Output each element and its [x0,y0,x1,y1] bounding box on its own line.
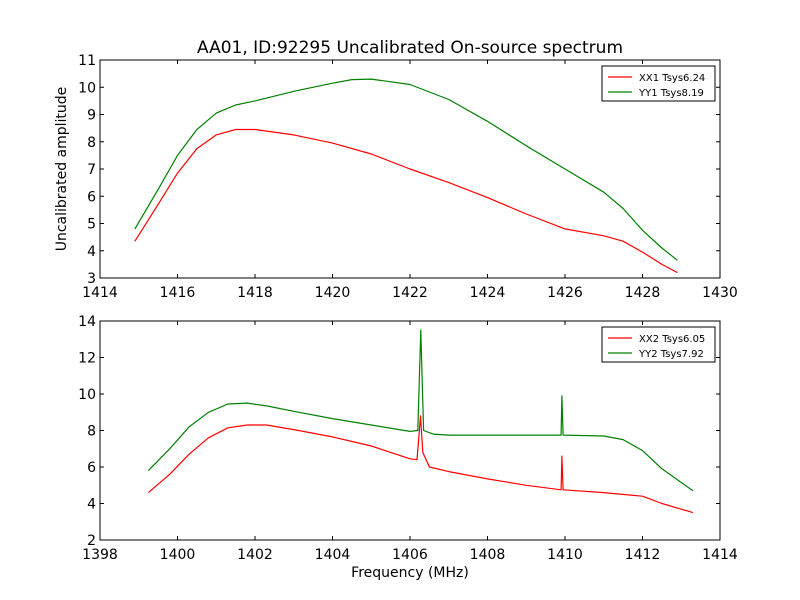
x-tick-label: 1412 [625,547,661,563]
y-tick-label: 2 [87,533,96,549]
x-tick-label: 1416 [160,285,196,301]
x-tick-label: 1402 [237,547,273,563]
x-tick-label: 1408 [470,547,506,563]
y-tick-label: 8 [87,424,96,440]
x-tick-label: 1410 [547,547,583,563]
x-tick-label: 1418 [237,285,273,301]
y-tick-label: 4 [87,497,96,513]
x-tick-label: 1414 [82,285,118,301]
y-tick-label: 3 [87,271,96,287]
y-tick-label: 9 [87,108,96,124]
y-tick-label: 7 [87,162,96,178]
x-tick-label: 1400 [160,547,196,563]
y-axis-label: Uncalibrated amplitude [54,87,70,252]
y-tick-label: 5 [87,217,96,233]
y-tick-label: 12 [78,351,96,367]
legend-label-yy: YY2 Tsys7.92 [638,349,704,360]
legend-box [601,65,716,102]
upper-spectrum-panel: 1414 1416 1418 1420 1422 1424 1426 1428 1430 3 4 5 6… [78,53,738,301]
x-tick-label: 1428 [625,285,661,301]
x-tick-label: 1430 [702,285,738,301]
series-line-yy [134,78,678,261]
y-tick-label: 11 [78,53,96,69]
series-line-yy [147,329,694,492]
y-tick-label: 14 [78,314,96,330]
x-axis-label: Frequency (MHz) [351,565,469,581]
x-tick-label: 1406 [392,547,428,563]
legend-label-xx: XX1 Tsys6.24 [639,73,705,84]
y-tick-label: 4 [87,244,96,260]
y-tick-label: 6 [87,460,96,476]
lower-spectrum-panel: 1398 1400 1402 1404 1406 1408 1410 1412 14142468… [78,314,738,563]
series-line-xx [134,128,678,274]
x-tick-label: 1420 [315,285,351,301]
legend-label-xx: XX2 Tsys6.05 [639,334,705,345]
x-tick-label: 1424 [470,285,506,301]
x-tick-label: 1426 [547,285,583,301]
x-tick-label: 1414 [702,547,738,563]
x-tick-label: 1422 [392,285,428,301]
series-line-xx [148,415,694,514]
figure-title: AA01, ID:92295 Uncalibrated On-source sp… [197,38,623,58]
y-tick-label: 10 [78,387,96,403]
y-tick-label: 6 [87,189,96,205]
y-tick-label: 10 [78,80,96,96]
x-tick-label: 1404 [315,547,351,563]
x-tick-label: 1398 [82,547,118,563]
y-tick-label: 8 [87,135,96,151]
legend-label-yy: YY1 Tsys8.19 [638,88,704,99]
legend-box [601,326,716,363]
